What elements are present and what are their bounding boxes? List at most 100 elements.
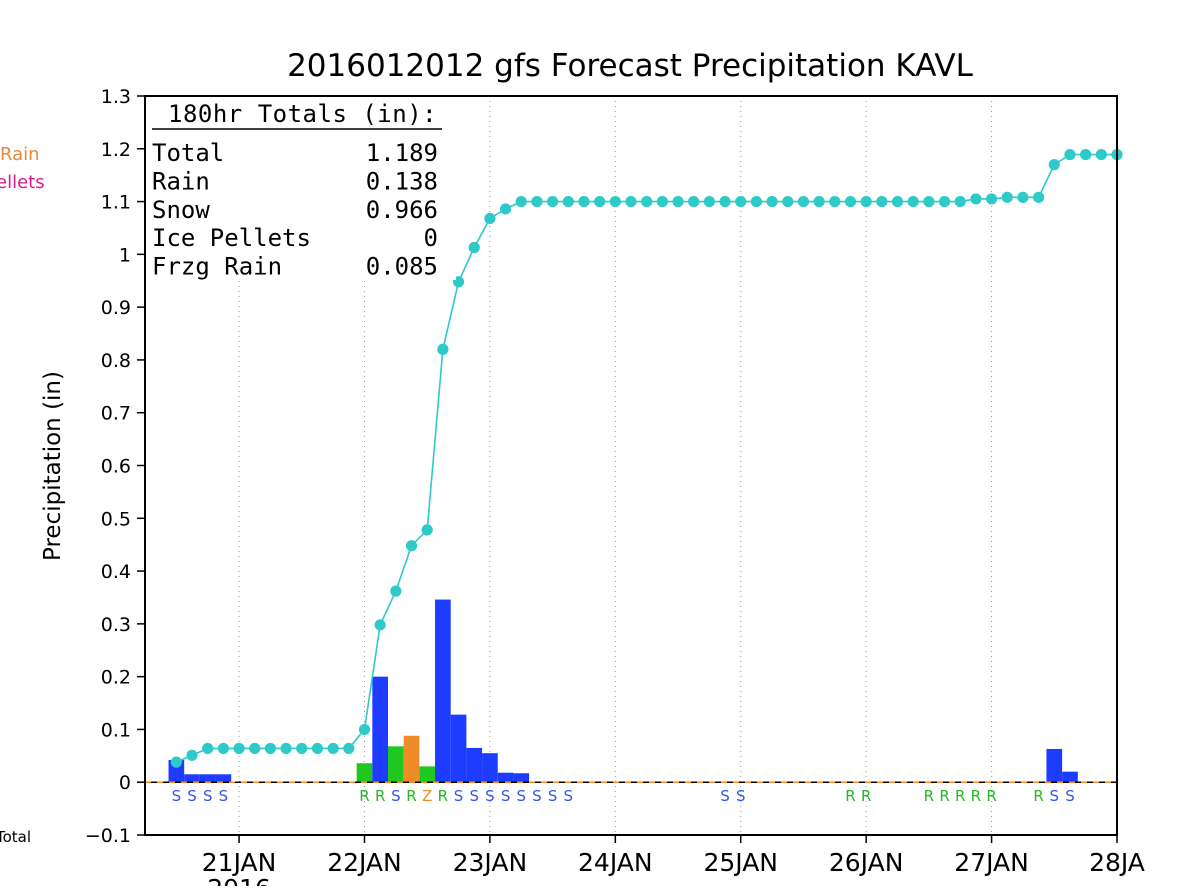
totals-row-label: Rain	[152, 167, 210, 195]
precip-type-label: S	[391, 787, 401, 805]
bars	[168, 599, 1078, 783]
total-series-point	[531, 195, 543, 208]
total-series-point	[264, 742, 277, 755]
total-series-point	[358, 723, 371, 736]
precip-bar	[513, 773, 530, 783]
total-series-point	[1001, 191, 1013, 203]
precip-type-label: S	[1050, 787, 1060, 805]
total-series-point	[891, 195, 904, 208]
x-tick-label: 21JAN	[202, 848, 277, 877]
x-tick-label: 23JAN	[453, 848, 528, 877]
total-series-point	[1017, 191, 1029, 203]
total-series-point	[390, 585, 402, 597]
total-series-point	[468, 241, 480, 254]
total-series-point	[280, 742, 292, 755]
total-series	[170, 148, 1123, 768]
precip-type-label: R	[845, 787, 855, 805]
year-label: 2016	[207, 874, 271, 886]
total-series-point	[844, 195, 857, 208]
total-series-point	[703, 195, 715, 208]
precip-bar	[497, 772, 514, 783]
total-series-point	[782, 195, 794, 208]
totals-row-value: 1.189	[366, 139, 438, 167]
x-tick-label: 28JA	[1089, 848, 1145, 877]
precip-bar	[372, 676, 388, 783]
total-series-point	[249, 742, 261, 755]
total-series-point	[405, 540, 418, 552]
precip-type-label: S	[219, 787, 229, 805]
totals-row-label: Total	[152, 139, 224, 167]
precip-type-label: S	[532, 787, 542, 805]
axes: −0.1 0 0.1 0.2 0.3 0.4 0.5 0.6 0.7 0.8 0.9 1 1.1 1.2 1…	[85, 86, 1145, 890]
total-series-point	[641, 195, 653, 208]
total-series-point	[829, 195, 841, 208]
precip-type-label: R	[359, 787, 369, 805]
y-tick-label: 0.1	[101, 719, 131, 741]
total-series-point	[343, 742, 355, 755]
y-tick-label: 1.3	[101, 86, 131, 108]
total-series-point	[672, 195, 684, 208]
y-tick-label: 1	[119, 244, 131, 266]
precip-type-label: R	[375, 787, 385, 805]
total-series-point	[170, 756, 182, 768]
totals-row-value: 0	[424, 224, 438, 252]
y-tick-label: 0.9	[101, 297, 131, 319]
total-series-point	[656, 195, 668, 208]
total-series-point	[907, 195, 919, 208]
y-tick-label: 0.4	[101, 561, 131, 583]
precip-bar	[388, 746, 404, 783]
x-tick-label: 25JAN	[703, 848, 778, 877]
precip-bar	[1046, 748, 1063, 783]
total-series-point	[1080, 148, 1092, 161]
total-series-point	[562, 195, 574, 208]
y-tick-label: 0.5	[101, 508, 131, 530]
x-tick-label: 26JAN	[829, 848, 904, 877]
precip-bar	[1062, 771, 1078, 783]
precip-type-label: S	[187, 787, 197, 805]
total-series-point	[484, 212, 496, 225]
precip-type-label: Z	[422, 787, 432, 805]
y-tick-label: 0	[119, 772, 131, 794]
precip-bar	[356, 763, 373, 783]
y-tick-label: 0.7	[101, 403, 131, 425]
grid	[238, 96, 993, 835]
y-tick-label: −0.1	[85, 825, 131, 847]
x-tick-label: 27JAN	[954, 848, 1029, 877]
y-axis-label: Precipitation (in)	[40, 371, 66, 561]
totals-row-value: 0.966	[366, 196, 438, 224]
legend-entry: Rain	[0, 144, 40, 165]
total-series-point	[1048, 159, 1060, 171]
total-series-point	[515, 195, 527, 208]
precip-type-label: S	[501, 787, 511, 805]
y-tick-label: 0.8	[101, 350, 131, 372]
totals-row-label: Frzg Rain	[152, 253, 282, 281]
legend-entry: Total	[0, 828, 31, 846]
precip-type-label: S	[485, 787, 495, 805]
total-series-point	[296, 742, 308, 755]
total-series-point	[421, 524, 433, 536]
total-series-point	[1033, 191, 1045, 203]
y-tick-label: 0.6	[101, 456, 131, 478]
total-series-point	[688, 195, 700, 208]
total-series-point	[186, 749, 198, 761]
y-tick-label: 0.3	[101, 614, 131, 636]
totals-row-value: 0.138	[366, 167, 438, 195]
total-series-point	[327, 742, 339, 755]
legend: Rain ellets Total	[0, 144, 45, 846]
precip-type-label: R	[924, 787, 934, 805]
x-tick-label: 22JAN	[327, 848, 402, 877]
precip-bar	[215, 774, 232, 783]
total-series-point	[374, 619, 386, 631]
total-series-point	[202, 742, 214, 755]
precip-bar	[199, 774, 216, 783]
total-series-point	[578, 195, 590, 208]
precip-bar	[466, 747, 483, 783]
total-series-point	[797, 195, 810, 208]
precip-type-label: R	[971, 787, 981, 805]
precip-type-label: S	[1065, 787, 1075, 805]
precip-type-label: S	[172, 787, 182, 805]
total-series-point	[625, 195, 637, 208]
precip-type-label: R	[1033, 787, 1043, 805]
